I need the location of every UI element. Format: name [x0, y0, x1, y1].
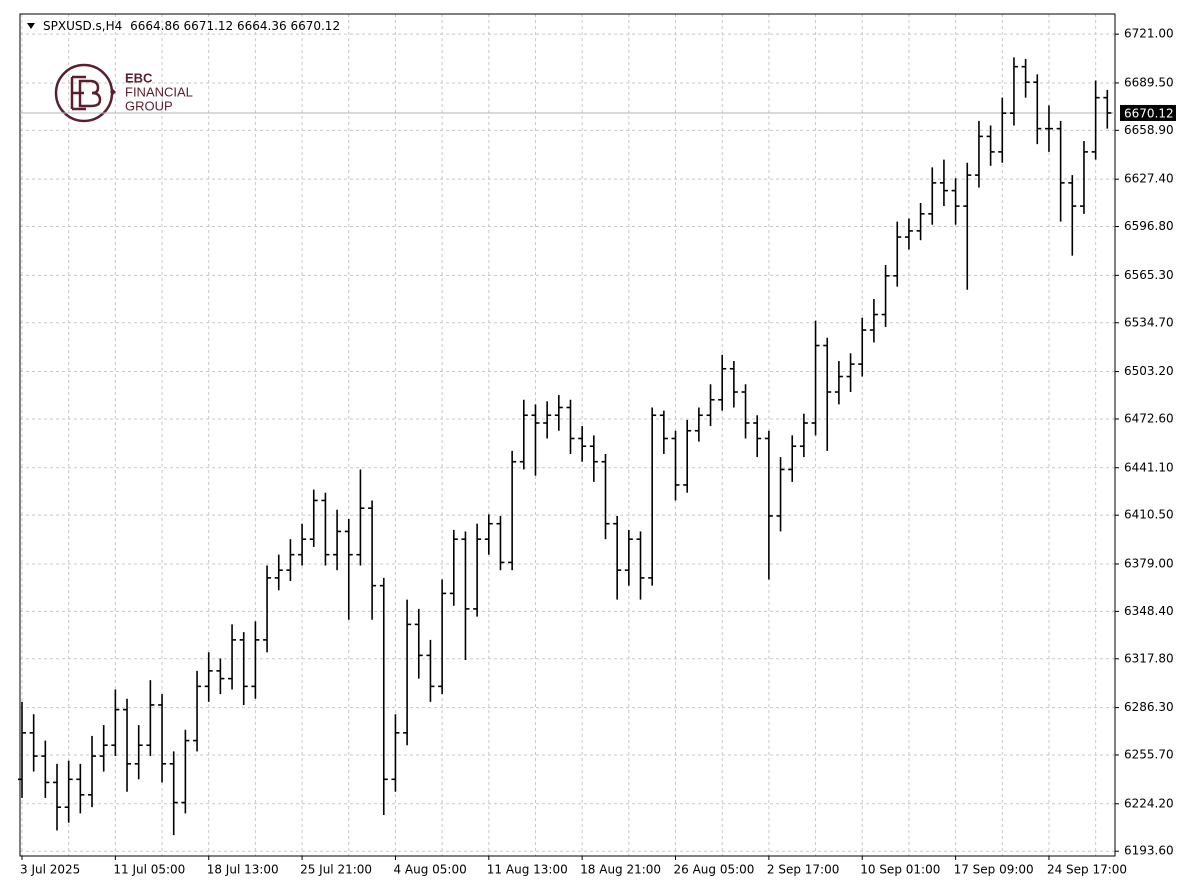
header-value: 6664.86 [130, 19, 180, 33]
header-value: 6670.12 [290, 19, 340, 33]
y-tick-label: 6565.30 [1124, 268, 1174, 282]
x-tick-label: 18 Aug 21:00 [580, 863, 661, 877]
y-tick-label: 6286.30 [1124, 700, 1174, 714]
y-tick-label: 6596.80 [1124, 219, 1174, 233]
y-tick-label: 6441.10 [1124, 460, 1174, 474]
y-tick-label: 6627.40 [1124, 172, 1174, 186]
x-tick-label: 2 Sep 17:00 [767, 863, 839, 877]
x-tick-label: 11 Jul 05:00 [113, 863, 185, 877]
x-tick-label: 26 Aug 05:00 [674, 863, 755, 877]
y-tick-label: 6503.20 [1124, 364, 1174, 378]
header-value: 6671.12 [184, 19, 234, 33]
x-tick-label: 18 Jul 13:00 [207, 863, 279, 877]
logo-line: FINANCIAL [125, 84, 193, 99]
y-tick-label: 6721.00 [1124, 27, 1174, 41]
y-tick-label: 6193.60 [1124, 844, 1174, 858]
y-tick-label: 6255.70 [1124, 747, 1174, 761]
x-tick-label: 3 Jul 2025 [20, 863, 80, 877]
y-tick-label: 6658.90 [1124, 123, 1174, 137]
x-tick-label: 11 Aug 13:00 [487, 863, 568, 877]
logo-star [110, 89, 116, 95]
y-tick-label: 6534.70 [1124, 315, 1174, 329]
logo-line: GROUP [125, 98, 173, 113]
logo-mark [70, 75, 102, 111]
logo: EBC FINANCIAL GROUP [54, 63, 193, 123]
logo-line: EBC [125, 70, 153, 85]
x-tick-label: 24 Sep 17:00 [1047, 863, 1127, 877]
header-value: 6664.36 [237, 19, 287, 33]
y-tick-label: 6317.80 [1124, 651, 1174, 665]
symbol: SPXUSD.s,H4 [43, 19, 122, 33]
y-tick-label: 6410.50 [1124, 508, 1174, 522]
last-price-label: 6670.12 [1124, 106, 1174, 120]
grid [20, 14, 1115, 856]
x-tick-label: 10 Sep 01:00 [860, 863, 940, 877]
y-tick-label: 6224.20 [1124, 796, 1174, 810]
y-tick-label: 6472.60 [1124, 411, 1174, 425]
y-tick-label: 6348.40 [1124, 604, 1174, 618]
y-tick-label: 6689.50 [1124, 75, 1174, 89]
header: SPXUSD.s,H4 6664.86 6671.12 6664.36 6670… [43, 19, 340, 33]
plot-frame [19, 13, 1116, 857]
x-tick-label: 4 Aug 05:00 [393, 863, 466, 877]
x-tick-label: 25 Jul 21:00 [300, 863, 372, 877]
x-tick-label: 17 Sep 09:00 [954, 863, 1034, 877]
y-tick-label: 6379.00 [1124, 556, 1174, 570]
last-price-box [1120, 104, 1176, 121]
header-arrow [27, 23, 35, 29]
